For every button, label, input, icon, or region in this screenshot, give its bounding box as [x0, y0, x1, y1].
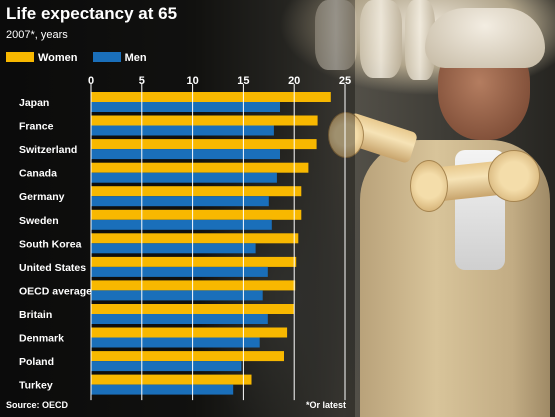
bar-women: [91, 327, 288, 338]
category-label: Denmark: [19, 333, 64, 345]
lantern-decoration: [315, 0, 357, 70]
person-hat: [425, 8, 545, 68]
bar-women: [91, 139, 317, 150]
bar-men: [91, 196, 269, 207]
bar-men: [91, 102, 280, 112]
bar-women: [91, 374, 252, 385]
bar-men: [91, 266, 268, 277]
bar-women: [91, 351, 284, 362]
category-label: Britain: [19, 309, 52, 321]
bar-women: [91, 233, 299, 244]
category-label: Poland: [19, 356, 54, 368]
category-label: Germany: [19, 191, 65, 203]
category-label: Canada: [19, 168, 57, 180]
bar-men: [91, 361, 242, 372]
legend-swatch-men: [92, 52, 121, 63]
category-label: Sweden: [19, 215, 59, 227]
bar-men: [91, 290, 263, 301]
bar-women: [91, 256, 297, 267]
dumbbell-disc: [488, 150, 540, 202]
x-tick-label: 25: [339, 75, 351, 87]
x-tick-label: 10: [186, 75, 198, 87]
legend-item-women: Women: [6, 52, 78, 64]
category-label: Japan: [19, 97, 49, 109]
category-label: South Korea: [19, 238, 82, 250]
category-label: France: [19, 121, 54, 133]
bar-chart: Japan France Switzerland Canada Germany Swede…: [19, 75, 351, 401]
chart-title: Life expectancy at 65: [6, 4, 178, 23]
category-label: OECD average: [19, 285, 92, 297]
dumbbell-disc: [410, 160, 448, 212]
bar-men: [91, 243, 256, 254]
bar-women: [91, 162, 309, 173]
bar-women: [91, 115, 318, 126]
category-label: Turkey: [19, 380, 53, 392]
x-tick-label: 15: [237, 75, 249, 87]
bar-men: [91, 149, 280, 160]
lantern-decoration: [360, 0, 402, 78]
x-tick-label: 5: [139, 75, 145, 87]
bar-men: [91, 219, 272, 230]
footnote: *Or latest: [306, 400, 347, 410]
bar-women: [91, 92, 331, 102]
bar-men: [91, 172, 277, 183]
legend-label-men: Men: [124, 52, 147, 65]
bar-men: [91, 314, 268, 324]
chart-subtitle: 2007*, years: [6, 29, 68, 41]
bar-men: [91, 384, 234, 395]
dumbbell-disc: [328, 112, 364, 158]
bar-men: [91, 337, 260, 348]
legend: Women Men: [6, 52, 159, 66]
legend-swatch-women: [6, 52, 34, 63]
bar-men: [91, 125, 274, 136]
source-note: Source: OECD: [6, 400, 69, 410]
x-tick-label: 0: [88, 75, 94, 87]
x-tick-label: 20: [288, 75, 300, 87]
category-label: United States: [19, 262, 86, 274]
bar-women: [91, 209, 302, 220]
category-label: Switzerland: [19, 144, 77, 156]
legend-label-women: Women: [38, 52, 78, 65]
bar-women: [91, 186, 302, 197]
legend-item-men: Men: [92, 52, 147, 65]
